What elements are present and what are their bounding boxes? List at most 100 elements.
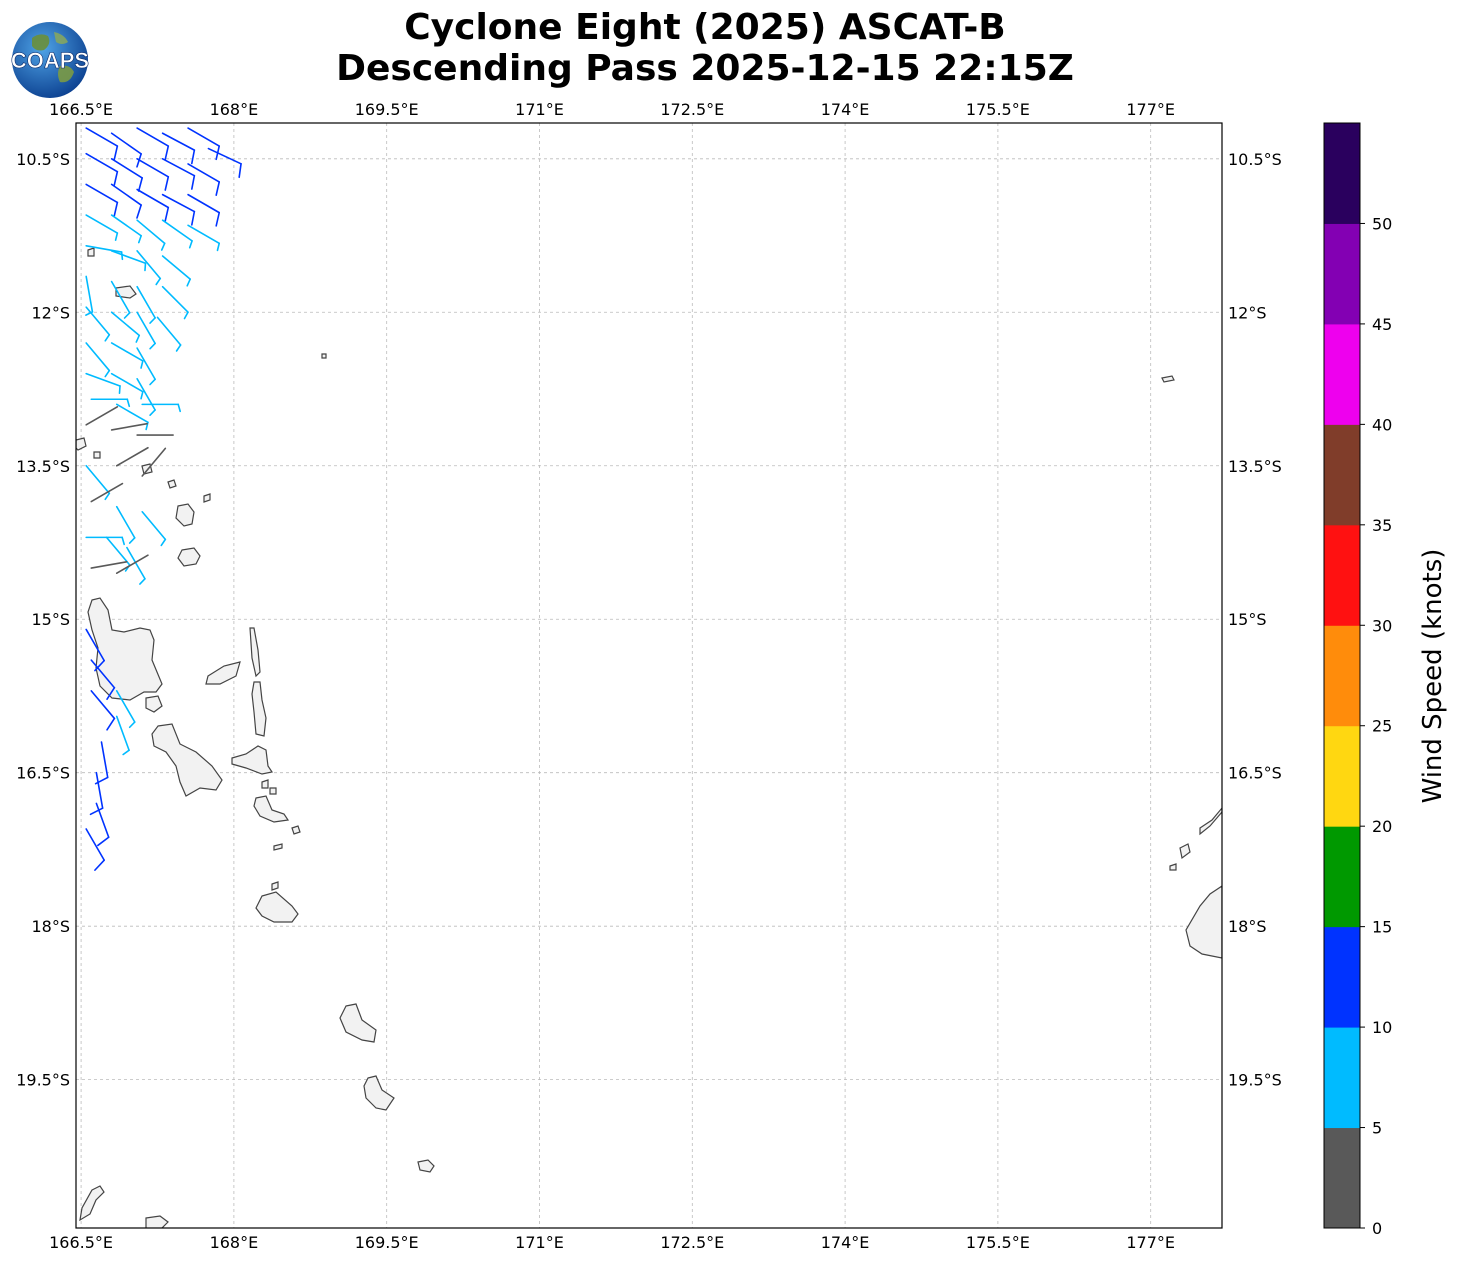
island-mota [167,479,177,489]
colorbar-bin [1324,826,1360,928]
wind-barb [85,214,119,241]
globe-logo-icon: COAPS [10,20,90,100]
lon-tick-label-bottom: 169.5°E [355,1233,419,1252]
island-ambae [205,661,241,685]
wind-barb [105,536,131,572]
colorbar-bin [1324,1127,1360,1229]
island-hiu [115,285,137,299]
lat-tick-label-right: 18°S [1228,917,1267,936]
island-malekula [151,723,223,797]
lon-tick-label-top: 177°E [1126,100,1175,119]
colorbar-tick-label: 0 [1372,1219,1382,1238]
wind-barb [161,219,193,249]
wind-barb [136,250,162,286]
wind-barb [136,347,156,386]
island-lopevi [269,787,277,795]
lon-tick-label-top: 169.5°E [355,100,419,119]
wind-barb [85,536,125,546]
island-aneityum [417,1159,435,1173]
lat-tick-label-right: 13.5°S [1228,457,1282,476]
lat-tick-label-left: 18°S [31,917,70,936]
lon-tick-label-bottom: 177°E [1126,1233,1175,1252]
lon-tick-label-bottom: 168°E [210,1233,259,1252]
wind-barb [110,311,141,343]
colorbar-tick-label: 30 [1372,616,1392,635]
wind-barb [161,285,189,320]
wind-barb [110,158,143,192]
island-fiji-c [1169,863,1177,871]
wind-barb [85,628,105,672]
lat-tick-label-right: 16.5°S [1228,764,1282,783]
wind-barb [85,406,119,426]
island-merelava [203,493,211,503]
wind-barb [161,132,196,165]
wind-barb [110,342,144,369]
colorbar-bin [1324,424,1360,526]
island-torres [87,247,95,257]
island-rotuma [1161,375,1175,383]
wind-barb [115,554,149,574]
wind-barb [141,403,182,413]
wind-barb [110,250,147,272]
lon-tick-label-top: 175.5°E [966,100,1030,119]
colorbar-tick-label: 20 [1372,817,1392,836]
wind-barb [126,546,146,585]
lon-tick-label-top: 174°E [821,100,870,119]
wind-barb [161,193,196,226]
colorbar-bin [1324,725,1360,827]
island-pentecost [251,681,267,737]
wind-barb [90,398,131,408]
colorbar-bin [1324,223,1360,325]
wind-barb [136,127,170,161]
wind-barb [110,372,144,400]
colorbar-tick-label: 45 [1372,315,1392,334]
island-espiritu-santo [87,597,163,701]
wind-barb [115,446,149,467]
island-nguna [271,881,279,891]
island-south-a [79,1185,105,1222]
colorbar-tick-label: 10 [1372,1018,1392,1037]
chart-title-line2: Descending Pass 2025-12-15 22:15Z [336,48,1074,89]
lon-tick-label-bottom: 172.5°E [660,1233,724,1252]
lat-tick-label-right: 15°S [1228,610,1267,629]
lat-tick-label-left: 15°S [31,610,70,629]
wind-barb [89,771,104,816]
island-fiji-viti-levu [1185,885,1222,959]
wind-barb [110,183,142,219]
wind-barb [136,377,156,416]
island-emae [273,843,283,851]
lon-tick-label-top: 168°E [210,100,259,119]
wind-barb [85,183,119,217]
wind-barb [110,280,131,319]
wind-barb [110,214,142,244]
lat-tick-label-right: 12°S [1228,303,1267,322]
island-maewo [249,627,261,678]
wind-barb [161,255,191,287]
lat-tick-label-right: 10.5°S [1228,150,1282,169]
wind-barb [85,342,111,378]
wind-barb [115,690,136,729]
colorbar-bin [1324,323,1360,425]
wind-barb [161,158,196,190]
wind-barb [187,193,221,227]
wind-barb [141,510,167,547]
colorbar-tick-label: 15 [1372,918,1392,937]
wind-barb [85,152,119,186]
island-small-a [76,437,87,451]
island-fiji-b [1179,843,1191,860]
lon-tick-label-bottom: 175.5°E [966,1233,1030,1252]
island-south-b [145,1215,169,1228]
wind-barb [136,158,170,191]
lon-tick-label-bottom: 166.5°E [49,1233,113,1252]
wind-barb [156,316,182,352]
wind-barb [136,285,156,324]
island-malo [145,695,163,713]
lat-tick-label-left: 10.5°S [16,150,70,169]
wind-barb [85,275,94,316]
island-paama [261,779,269,789]
island-fiji-a [1199,807,1222,836]
lat-tick-label-right: 19.5°S [1228,1071,1282,1090]
island-tiny-a [321,353,327,359]
wind-barb [90,482,124,503]
